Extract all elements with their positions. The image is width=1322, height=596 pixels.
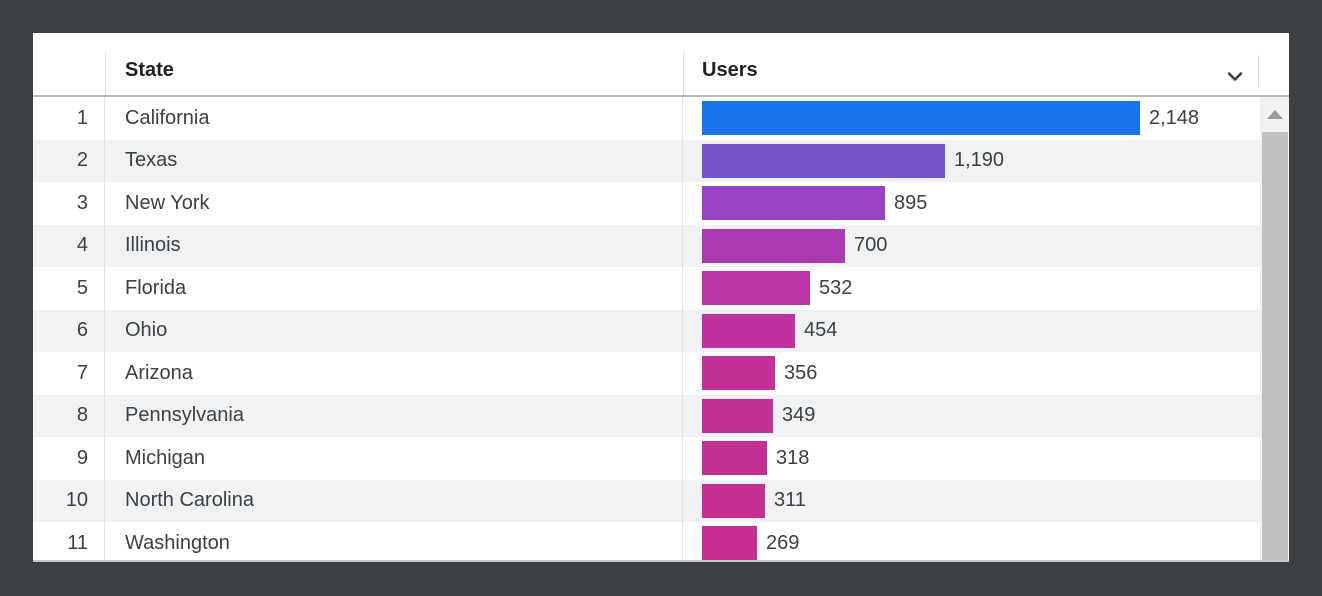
table-row: 1 California 2,148 — [33, 97, 1289, 140]
header-divider — [1258, 55, 1259, 87]
users-bar — [702, 441, 767, 476]
header-cell-users[interactable]: Users — [702, 59, 758, 81]
row-users-cell: 349 — [683, 395, 1289, 438]
users-bar — [702, 313, 795, 348]
scrollbar[interactable] — [1260, 97, 1289, 560]
row-rank: 10 — [33, 479, 105, 522]
table-row: 9 Michigan 318 — [33, 437, 1289, 480]
users-value: 2,148 — [1149, 106, 1200, 129]
users-value: 349 — [782, 404, 816, 427]
row-state: Arizona — [105, 352, 683, 395]
row-users-cell: 269 — [683, 522, 1289, 560]
row-state: Ohio — [105, 309, 683, 352]
table-row: 4 Illinois 700 — [33, 224, 1289, 268]
row-rank: 6 — [33, 309, 105, 352]
scrollbar-thumb[interactable] — [1262, 132, 1288, 560]
table-row: 10 North Carolina 311 — [33, 479, 1289, 523]
table-row: 2 Texas 1,190 — [33, 139, 1289, 183]
users-value: 532 — [819, 276, 853, 299]
chevron-down-icon[interactable] — [1223, 64, 1247, 88]
scroll-up-button[interactable] — [1260, 97, 1289, 132]
row-state: North Carolina — [105, 479, 683, 522]
header-divider — [105, 52, 106, 95]
users-value: 356 — [784, 361, 818, 384]
users-bar — [702, 398, 773, 433]
triangle-up-icon — [1266, 110, 1283, 119]
table-header-row: State Users — [33, 33, 1289, 97]
row-rank: 5 — [33, 267, 105, 310]
users-bar — [702, 101, 1140, 136]
row-users-cell: 895 — [683, 182, 1289, 225]
users-value: 318 — [776, 446, 810, 469]
users-bar — [702, 186, 885, 221]
header-divider — [683, 52, 684, 95]
users-bar — [702, 228, 845, 263]
table-row: 5 Florida 532 — [33, 267, 1289, 310]
row-rank: 2 — [33, 139, 105, 182]
state-users-table-card: State Users 1 California 2,148 2 Texas 1… — [33, 33, 1289, 562]
row-rank: 7 — [33, 352, 105, 395]
users-value: 269 — [766, 531, 800, 554]
row-users-cell: 532 — [683, 267, 1289, 310]
users-value: 700 — [854, 234, 888, 257]
row-users-cell: 1,190 — [683, 140, 1289, 183]
row-users-cell: 700 — [683, 225, 1289, 268]
row-rank: 1 — [33, 97, 105, 140]
row-rank: 4 — [33, 224, 105, 267]
row-users-cell: 311 — [683, 480, 1289, 523]
table-row: 8 Pennsylvania 349 — [33, 394, 1289, 438]
users-value: 895 — [894, 191, 928, 214]
row-users-cell: 318 — [683, 437, 1289, 480]
row-rank: 3 — [33, 182, 105, 225]
row-rank: 9 — [33, 437, 105, 480]
row-users-cell: 454 — [683, 310, 1289, 353]
users-bar — [702, 483, 765, 518]
row-state: New York — [105, 182, 683, 225]
table-body: 1 California 2,148 2 Texas 1,190 3 New Y… — [33, 97, 1289, 560]
row-users-cell: 2,148 — [683, 97, 1289, 140]
users-bar — [702, 143, 945, 178]
row-state: Washington — [105, 522, 683, 560]
users-bar — [702, 356, 775, 391]
users-value: 311 — [774, 489, 806, 512]
table-row: 6 Ohio 454 — [33, 309, 1289, 353]
users-value: 1,190 — [954, 149, 1005, 172]
users-bar — [702, 271, 810, 306]
table-row: 3 New York 895 — [33, 182, 1289, 225]
row-state: California — [105, 97, 683, 140]
users-bar — [702, 526, 757, 560]
row-rank: 8 — [33, 394, 105, 437]
table-row: 11 Washington 269 — [33, 522, 1289, 560]
header-cell-state: State — [125, 59, 174, 81]
row-state: Illinois — [105, 224, 683, 267]
row-state: Michigan — [105, 437, 683, 480]
row-state: Texas — [105, 139, 683, 182]
row-rank: 11 — [33, 522, 105, 560]
row-users-cell: 356 — [683, 352, 1289, 395]
row-state: Pennsylvania — [105, 394, 683, 437]
table-row: 7 Arizona 356 — [33, 352, 1289, 395]
row-state: Florida — [105, 267, 683, 310]
users-value: 454 — [804, 319, 838, 342]
